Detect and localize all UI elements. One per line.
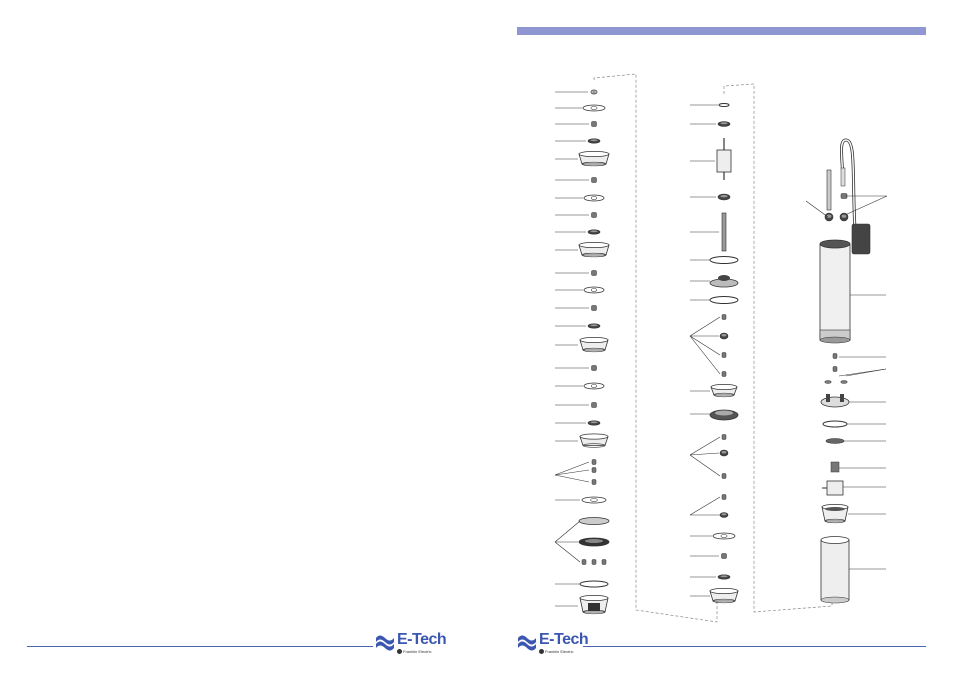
part-spacer (591, 212, 597, 218)
part-o-ring (709, 256, 739, 264)
leader-line (554, 541, 581, 563)
part-nut (591, 177, 597, 183)
part-control-box (851, 223, 871, 255)
leader-line (689, 335, 721, 356)
franklin-dot-icon (397, 649, 402, 654)
logo-brand: E-Tech (539, 631, 589, 648)
part-pin (832, 353, 838, 359)
part-o-ring (822, 420, 848, 428)
leader-line (689, 452, 720, 456)
part-pin (721, 473, 727, 479)
part-rotor (826, 480, 844, 496)
part-nut (721, 553, 727, 559)
part-pin (832, 366, 838, 372)
leader-line (844, 195, 888, 216)
header-bar (517, 27, 926, 35)
leader-line (554, 469, 590, 476)
logo-subline: Franklin Electric (403, 649, 432, 654)
part-o-ring (579, 580, 609, 588)
part-stator-sleeve (820, 539, 850, 601)
leader-line (554, 461, 590, 476)
leader-line (554, 520, 581, 543)
guide-dashed-line (723, 83, 833, 613)
part-circlip (718, 103, 730, 107)
leader-line (689, 316, 721, 337)
part-pin (721, 494, 727, 500)
part-motor-housing (819, 243, 851, 341)
etech-wave-icon (376, 635, 394, 651)
part-nut (591, 270, 597, 276)
part-nut (591, 121, 597, 127)
leader-line (689, 436, 721, 456)
footer-line-left (27, 646, 373, 647)
footer-line-right (583, 646, 926, 647)
part-screw (601, 559, 607, 565)
leader-line (689, 496, 721, 516)
part-pin (721, 371, 727, 377)
part-pin (721, 434, 727, 440)
leader-line (689, 335, 721, 375)
logo-brand: E-Tech (397, 631, 447, 648)
guide-dashed-line (593, 73, 718, 623)
part-pin (721, 314, 727, 320)
part-motor-flange (820, 396, 850, 408)
leader-line (689, 454, 721, 477)
part-screw (581, 559, 587, 565)
part-fitting (591, 459, 597, 465)
part-pin (721, 352, 727, 358)
part-nut (591, 365, 597, 371)
part-terminal-block (830, 461, 840, 473)
part-plate (578, 517, 610, 525)
part-terminal-plate (825, 438, 845, 444)
part-o-ring (709, 296, 739, 304)
part-spacer (591, 402, 597, 408)
leader-line (805, 200, 829, 218)
part-fitting (591, 467, 597, 473)
part-fitting (591, 479, 597, 485)
part-spacer (591, 305, 597, 311)
etech-wave-icon (518, 635, 536, 651)
franklin-dot-icon (539, 649, 544, 654)
leader-line (554, 474, 590, 483)
part-cable-plug (840, 167, 846, 187)
leader-line (845, 368, 887, 377)
logo-subline: Franklin Electric (545, 649, 574, 654)
part-rod (826, 169, 832, 211)
part-screw (591, 559, 597, 565)
part-coupling (716, 149, 732, 173)
part-shaft (721, 212, 727, 252)
